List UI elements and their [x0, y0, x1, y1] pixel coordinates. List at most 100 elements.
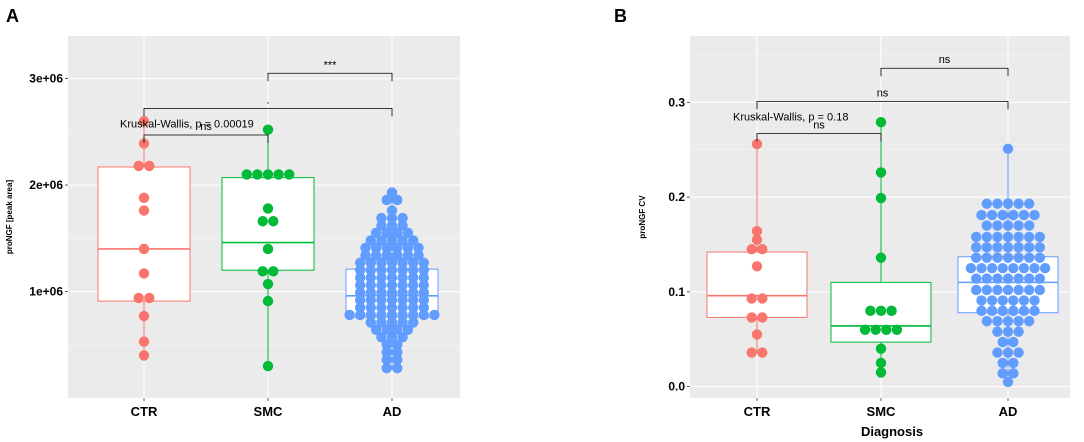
data-point	[138, 243, 150, 255]
data-point	[886, 305, 897, 317]
data-point	[376, 279, 387, 291]
data-point	[365, 302, 376, 313]
data-point	[418, 265, 429, 276]
data-point	[386, 272, 398, 283]
data-point	[138, 310, 150, 322]
data-point	[370, 250, 382, 261]
data-point	[1008, 336, 1019, 348]
data-point	[381, 324, 392, 336]
data-point	[1029, 209, 1040, 221]
y-tick-label: 1e+06	[29, 285, 63, 299]
data-point	[981, 231, 992, 243]
data-point	[751, 329, 763, 340]
data-point	[397, 220, 408, 231]
data-point	[1008, 368, 1019, 379]
data-point	[757, 293, 768, 304]
data-point	[262, 295, 274, 307]
significance-label: ns	[939, 54, 951, 66]
data-point	[746, 347, 757, 358]
panel-a: A 1e+06 2e+06 3e+06 CTR SMC AD proNGF [peak are…	[5, 6, 460, 419]
data-point	[402, 242, 414, 254]
dots-ad	[965, 143, 1051, 388]
data-point	[386, 302, 398, 313]
boxplot-ctr	[97, 121, 191, 356]
data-point	[408, 287, 419, 298]
data-point	[386, 235, 398, 246]
data-point	[992, 326, 1003, 337]
data-point	[997, 209, 1008, 221]
data-point	[397, 332, 408, 343]
data-point	[1018, 209, 1030, 221]
data-point	[355, 287, 366, 298]
data-point	[365, 265, 376, 276]
data-point	[997, 305, 1008, 317]
data-point	[360, 250, 371, 261]
data-point	[1029, 262, 1040, 274]
data-point	[360, 242, 371, 254]
data-point	[1034, 242, 1046, 253]
significance-label: ns	[813, 120, 825, 132]
data-point	[408, 265, 419, 276]
data-point	[370, 227, 382, 239]
data-point	[397, 309, 408, 321]
data-point	[1023, 242, 1035, 253]
data-point	[402, 227, 414, 239]
data-point	[976, 305, 987, 317]
data-point	[133, 160, 144, 172]
data-point	[1002, 326, 1014, 337]
data-point	[992, 242, 1003, 253]
data-point	[875, 192, 887, 204]
data-point	[413, 242, 424, 254]
data-point	[997, 357, 1008, 369]
data-point	[262, 169, 274, 180]
data-point	[268, 216, 279, 227]
data-point	[138, 138, 150, 149]
boxplot-smc	[221, 129, 315, 367]
data-point	[1023, 198, 1035, 209]
data-point	[376, 212, 387, 224]
data-point	[386, 265, 398, 276]
y-axis-label: proNGF [peak area]	[5, 180, 14, 255]
data-point	[976, 262, 987, 274]
data-point	[262, 124, 274, 135]
data-point	[376, 220, 387, 231]
data-point	[971, 231, 982, 243]
data-point	[402, 324, 414, 336]
panel-letter: B	[614, 6, 627, 26]
data-point	[413, 250, 424, 261]
y-tick-label: 3e+06	[29, 72, 63, 86]
significance-label: ns	[877, 87, 889, 99]
box	[221, 177, 315, 271]
data-point	[381, 250, 392, 261]
data-point	[418, 279, 429, 291]
panel-letter: A	[6, 6, 19, 26]
data-point	[252, 169, 263, 180]
data-point	[376, 317, 387, 328]
data-point	[976, 295, 987, 306]
data-point	[981, 220, 992, 231]
data-point	[751, 234, 763, 245]
data-point	[376, 265, 387, 276]
box	[97, 166, 191, 302]
data-point	[381, 339, 392, 350]
data-point	[257, 266, 268, 277]
data-point	[262, 203, 274, 214]
data-point	[1023, 231, 1035, 243]
data-point	[1002, 231, 1014, 243]
data-point	[976, 209, 987, 221]
data-point	[1008, 357, 1019, 369]
data-point	[1013, 231, 1024, 243]
data-point	[1023, 316, 1035, 327]
data-point	[875, 117, 887, 128]
data-point	[397, 279, 408, 291]
kruskal-wallis-annotation: Kruskal-Wallis, p = 0.18	[733, 111, 848, 123]
data-point	[1002, 284, 1014, 296]
data-point	[365, 287, 376, 298]
data-point	[376, 309, 387, 321]
y-tick-label: 0.2	[668, 190, 685, 204]
data-point	[986, 262, 998, 274]
data-point	[992, 198, 1003, 209]
bracket-line	[267, 72, 393, 82]
data-point	[875, 357, 887, 369]
data-point	[408, 235, 419, 246]
